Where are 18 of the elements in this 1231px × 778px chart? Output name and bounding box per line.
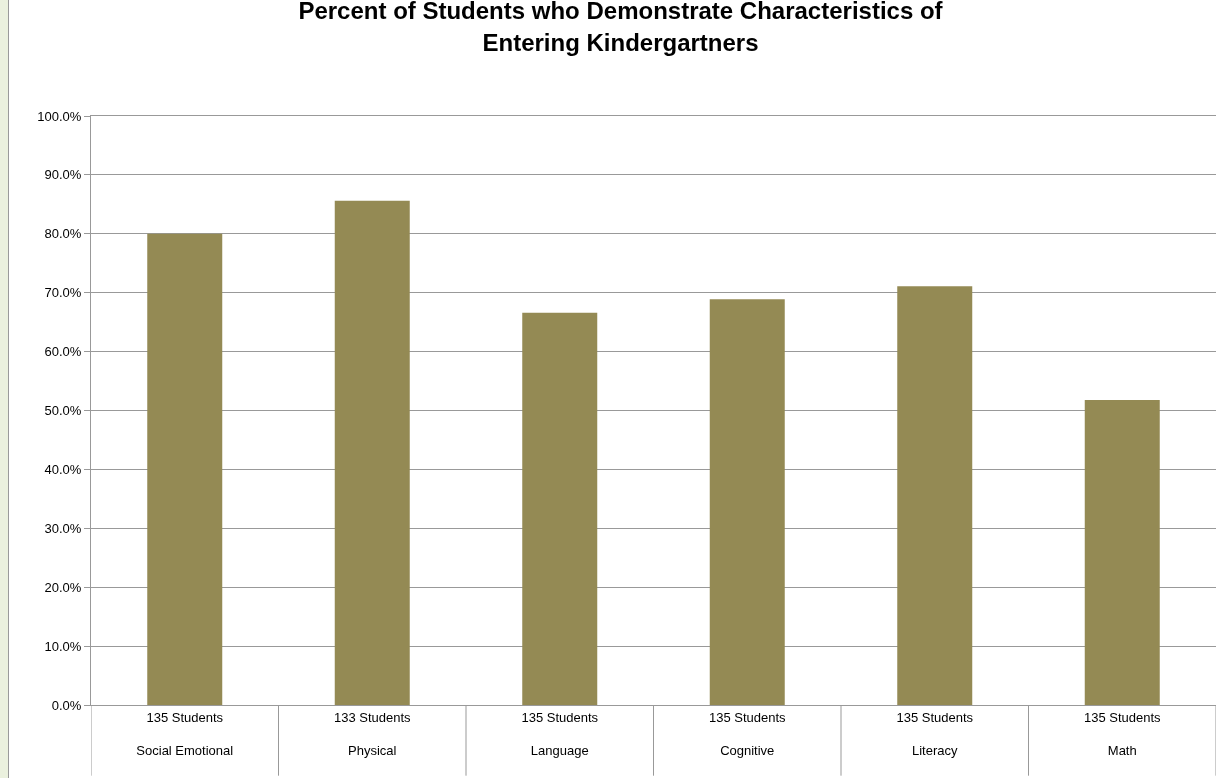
y-tick-label: 40.0% xyxy=(44,461,82,477)
category-label: 133 Students Physical xyxy=(333,709,411,759)
y-tick-label: 30.0% xyxy=(44,520,82,536)
y-tick-label: 50.0% xyxy=(44,403,82,419)
y-tick-label: 60.0% xyxy=(44,344,82,360)
y-tick-label: 10.0% xyxy=(44,638,82,654)
y-tick-label: 80.0% xyxy=(44,226,82,242)
y-tick-label: 90.0% xyxy=(44,167,82,183)
chart-title: Percent of Students who Demonstrate Characteristics of Entering Kindergartners xyxy=(298,0,944,56)
y-tick-label: 0.0% xyxy=(51,697,82,713)
category-label: 135 Students Language xyxy=(521,709,599,759)
category-label: 135 Students Social Emotional xyxy=(136,709,234,759)
category-label: 135 Students Literacy xyxy=(896,709,974,759)
y-tick-label: 70.0% xyxy=(44,285,82,301)
y-tick-label: 100.0% xyxy=(37,108,82,124)
category-label: 135 Students Cognitive xyxy=(708,709,786,759)
y-tick-label: 20.0% xyxy=(44,579,82,595)
category-label: 135 Students Math xyxy=(1083,709,1161,759)
